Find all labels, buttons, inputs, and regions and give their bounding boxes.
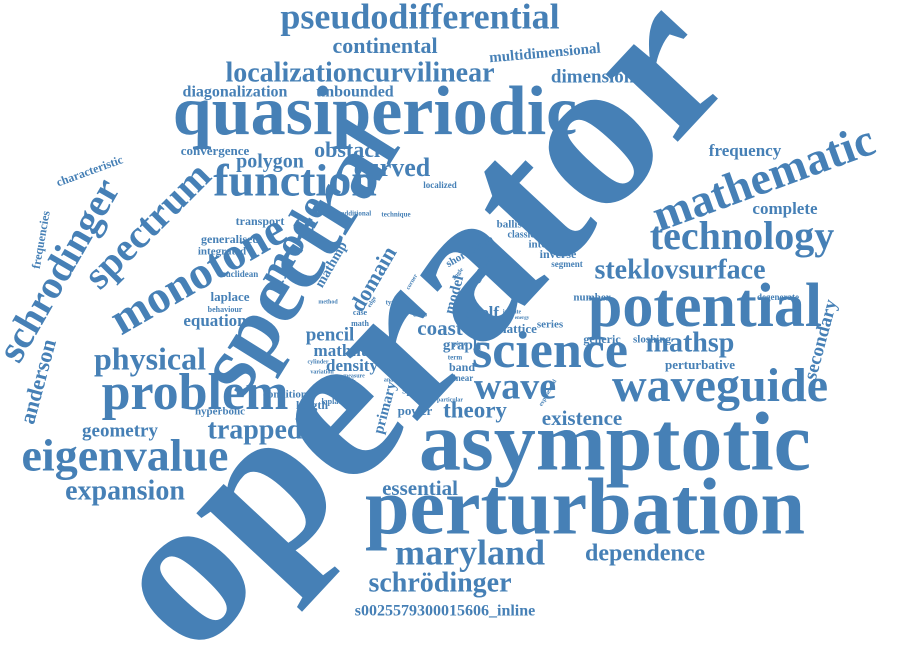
cloud-word: maryland — [395, 532, 545, 572]
cloud-word: equation — [183, 311, 247, 330]
cloud-word: generalised — [201, 232, 259, 246]
cloud-word: schrödinger — [368, 567, 511, 598]
cloud-word: function — [213, 155, 377, 206]
cloud-word: obstacle — [314, 137, 390, 162]
cloud-word: generic — [583, 332, 621, 346]
cloud-word: mathnt — [314, 341, 367, 360]
cloud-word: geometry — [82, 420, 158, 441]
cloud-word: diagonalization — [183, 84, 288, 101]
cloud-word: inverse — [540, 247, 577, 261]
cloud-word: behaviour — [208, 305, 243, 314]
cloud-word: space — [402, 385, 428, 397]
cloud-word: case — [353, 308, 368, 317]
cloud-word: waveguide — [612, 359, 828, 412]
cloud-word: additional — [341, 210, 371, 218]
cloud-word: curved — [354, 153, 431, 182]
cloud-word: frequency — [709, 141, 782, 160]
cloud-word: localizationcurvilinear — [225, 57, 494, 88]
cloud-word: polygon — [236, 151, 304, 173]
cloud-word: technique — [381, 211, 410, 219]
cloud-word: trapped — [208, 414, 303, 445]
cloud-word: ballistic — [497, 219, 534, 231]
cloud-word: math — [351, 319, 369, 328]
cloud-word: measure — [343, 373, 365, 379]
cloud-word: method — [318, 299, 338, 305]
cloud-word: graph — [443, 337, 482, 353]
cloud-word: euclidean — [222, 269, 259, 279]
cloud-word: density — [326, 356, 378, 375]
cloud-word: class — [413, 311, 427, 319]
cloud-word: problem — [102, 364, 289, 421]
cloud-word: technology — [650, 213, 834, 258]
cloud-word: perturbation — [365, 463, 805, 551]
cloud-word: complete — [752, 199, 818, 218]
cloud-word: classical — [508, 229, 543, 240]
cloud-word: edge — [367, 295, 378, 308]
cloud-word: energy — [515, 316, 530, 321]
cloud-word: mathsp — [646, 327, 735, 358]
cloud-word: particular — [437, 397, 463, 403]
cloud-word: laplace — [211, 289, 250, 304]
cloud-word: infinite — [503, 309, 522, 315]
cloud-word: sloshing — [633, 334, 671, 346]
cloud-word: variation — [310, 369, 334, 375]
cloud-word: existence — [542, 406, 622, 430]
cloud-word: smooth — [334, 378, 356, 386]
cloud-word: piece — [454, 341, 467, 347]
cloud-word: type — [386, 299, 399, 307]
cloud-word: linear — [451, 373, 474, 383]
cloud-word: localized — [423, 180, 457, 190]
cloud-word: dependence — [585, 541, 705, 567]
cloud-word: science — [472, 322, 628, 379]
cloud-word: steklovsurface — [594, 254, 765, 285]
cloud-word: asymptotic — [419, 395, 811, 488]
cloud-word: length — [296, 398, 328, 412]
cloud-word: pseudodifferential — [280, 0, 559, 36]
cloud-word: integrated — [198, 246, 246, 258]
cloud-word: condition — [263, 389, 307, 401]
cloud-word: potential — [588, 272, 822, 340]
cloud-word: s0025579300015606_inline — [355, 603, 535, 620]
cloud-word: unbounded — [316, 84, 393, 101]
cloud-word: theory — [443, 397, 507, 422]
cloud-word: expansion — [65, 475, 185, 506]
cloud-word: essential — [382, 476, 458, 500]
cloud-word: term — [448, 354, 463, 362]
cloud-word: shelf — [465, 303, 499, 322]
cloud-word: transport — [236, 214, 285, 228]
cloud-word: band — [449, 360, 475, 374]
cloud-word: degenerate — [757, 292, 799, 302]
cloud-word: series — [537, 319, 564, 331]
cloud-word: physical — [94, 340, 206, 376]
cloud-word: coast — [417, 316, 463, 340]
cloud-word: lattice — [503, 321, 537, 336]
cloud-word: convergence — [181, 143, 250, 158]
cloud-word: segment — [551, 259, 583, 269]
cloud-word: dimensional — [551, 66, 649, 87]
cloud-word: cylinder — [308, 359, 329, 365]
cloud-word: perturbative — [665, 357, 735, 372]
cloud-word: quasiperiodic — [173, 73, 578, 150]
cloud-word: integer — [529, 239, 562, 251]
cloud-word: laplacian — [321, 397, 353, 406]
cloud-word: power — [398, 403, 433, 418]
cloud-word: hyperbolic — [195, 406, 245, 418]
cloud-word: circle — [488, 259, 502, 265]
cloud-word: number — [573, 292, 610, 304]
cloud-word: analytic — [384, 377, 405, 383]
cloud-word: continental — [332, 33, 437, 58]
cloud-word: wave — [474, 366, 556, 408]
cloud-word: eigenvalue — [22, 430, 229, 481]
cloud-word: pencil — [306, 324, 355, 345]
